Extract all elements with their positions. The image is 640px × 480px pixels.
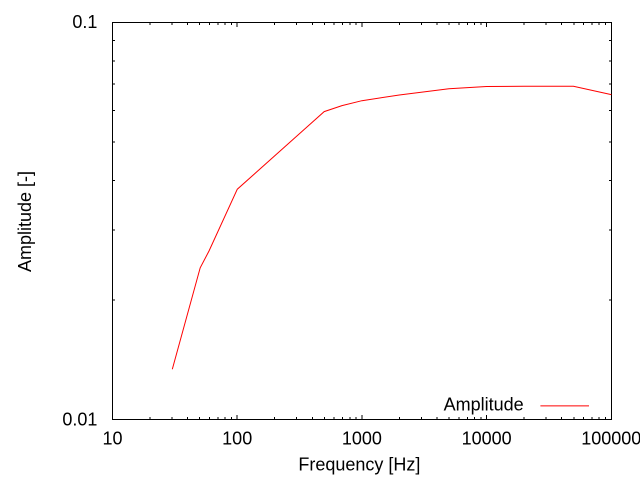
svg-text:100000: 100000 bbox=[581, 429, 640, 449]
svg-text:Frequency [Hz]: Frequency [Hz] bbox=[298, 454, 420, 474]
svg-text:10: 10 bbox=[102, 429, 122, 449]
svg-text:Amplitude [-]: Amplitude [-] bbox=[15, 171, 35, 272]
svg-text:0.1: 0.1 bbox=[72, 12, 97, 32]
svg-text:100: 100 bbox=[222, 429, 252, 449]
svg-text:10000: 10000 bbox=[462, 429, 512, 449]
svg-text:0.01: 0.01 bbox=[62, 409, 97, 429]
svg-text:Amplitude: Amplitude bbox=[444, 394, 524, 414]
svg-text:1000: 1000 bbox=[342, 429, 382, 449]
